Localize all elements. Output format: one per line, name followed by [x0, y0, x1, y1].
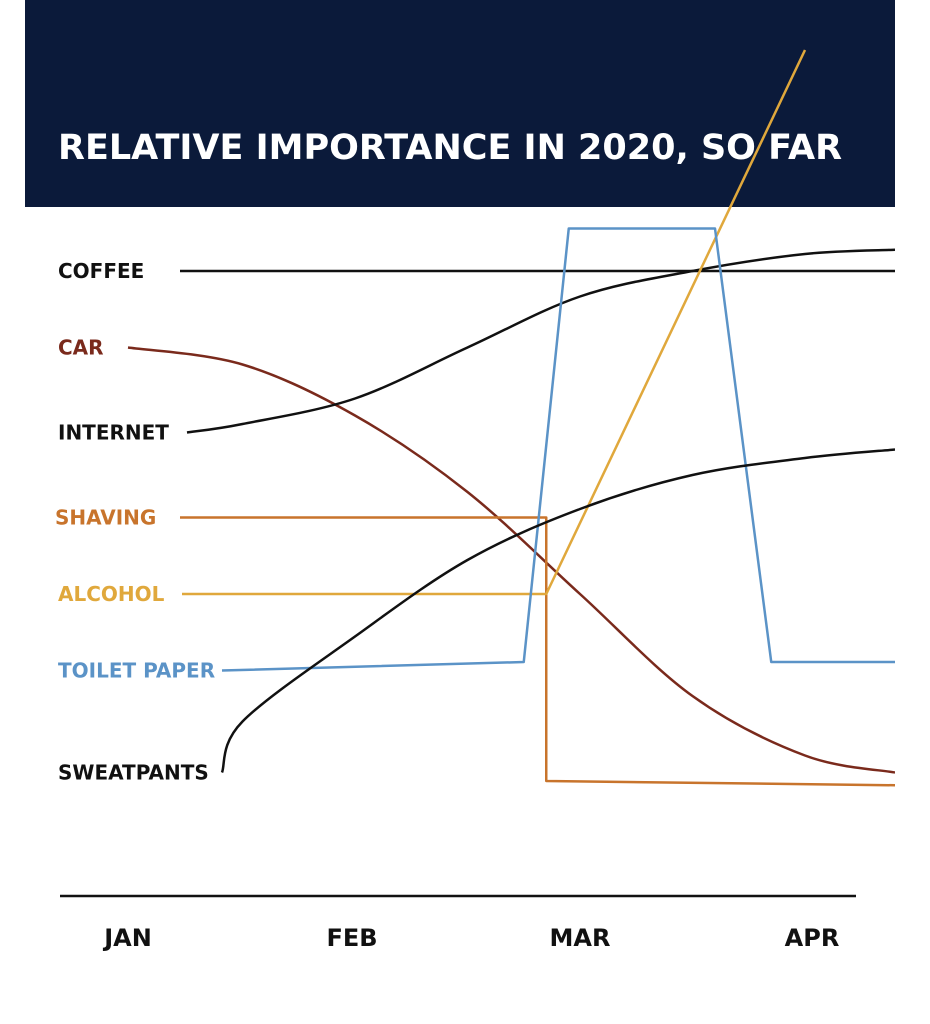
chart-title: RELATIVE IMPORTANCE IN 2020, SO FAR [58, 128, 843, 168]
series-line-shaving [180, 516, 895, 787]
x-tick-apr: APR [785, 924, 840, 952]
series-line-sweatpants [220, 448, 895, 773]
x-tick-feb: FEB [326, 924, 377, 952]
series-label-shaving: SHAVING [55, 506, 156, 530]
series-line-internet [186, 248, 895, 434]
series-label-internet: INTERNET [58, 421, 169, 445]
x-tick-mar: MAR [550, 924, 611, 952]
series-line-car [127, 346, 895, 774]
series-label-coffee: COFFEE [58, 259, 144, 283]
series-line-alcohol [182, 49, 807, 596]
title-banner [25, 0, 895, 207]
series-label-car: CAR [58, 336, 104, 360]
series-label-toilet-paper: TOILET PAPER [58, 659, 215, 683]
series-line-toilet-paper [221, 227, 895, 672]
series-label-alcohol: ALCOHOL [58, 582, 165, 606]
series-label-sweatpants: SWEATPANTS [58, 761, 209, 785]
x-tick-jan: JAN [102, 924, 152, 952]
